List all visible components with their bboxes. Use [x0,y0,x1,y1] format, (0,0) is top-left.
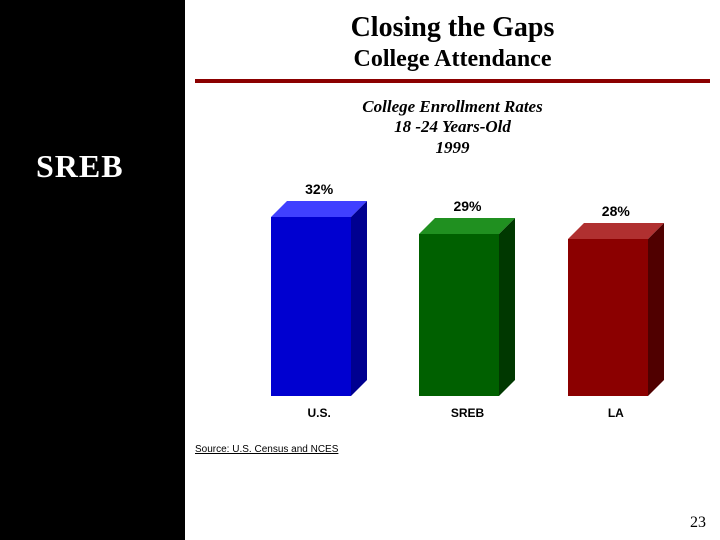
chart-title-line1: College Enrollment Rates [185,97,720,117]
divider-rule [195,79,710,83]
bar-side-face [648,223,664,396]
sreb-logo: SREB [36,148,124,185]
bar-value-label: 29% [453,198,481,214]
chart-title-line2: 18 -24 Years-Old [185,117,720,137]
chart-title: College Enrollment Rates 18 -24 Years-Ol… [185,97,720,158]
bar-value-label: 28% [602,203,630,219]
page-subtitle: College Attendance [185,46,720,73]
bar-value-label: 32% [305,181,333,197]
bar-group: 29% [407,198,527,396]
title-block: Closing the Gaps College Attendance [185,0,720,73]
bar [419,218,515,396]
x-labels: U.S. SREB LA [245,406,690,420]
x-axis-label: SREB [407,406,527,420]
state-label: LOUISIANA [14,455,134,481]
x-axis-label: LA [556,406,676,420]
bar [568,223,664,396]
bar-side-face [499,218,515,396]
main-content: Closing the Gaps College Attendance Coll… [185,0,720,540]
bar-side-face [351,201,367,396]
source-citation: Source: U.S. Census and NCES [195,444,720,455]
bar-group: 28% [556,203,676,396]
bar-front [568,239,648,396]
x-axis-label: U.S. [259,406,379,420]
bar-front [419,234,499,396]
bar [271,201,367,396]
page-number: 23 [690,514,706,532]
chart-title-line3: 1999 [185,138,720,158]
page-title: Closing the Gaps [185,12,720,44]
chart-area: 32% 29% 28% U.S. SREB LA [185,176,720,426]
bar-front [271,217,351,396]
bar-group: 32% [259,181,379,396]
bars-container: 32% 29% 28% [245,176,690,396]
